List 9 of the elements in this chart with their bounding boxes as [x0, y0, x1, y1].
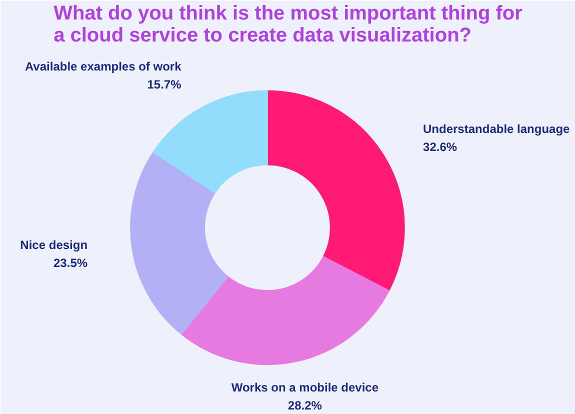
slice-label: Works on a mobile device: [231, 380, 379, 395]
data-label: 15.7%: [147, 78, 182, 92]
slice-label: Available examples of work: [24, 59, 182, 74]
data-label: 23.5%: [54, 256, 88, 270]
slice-label: Nice design: [20, 238, 88, 252]
data-label: 28.2%: [288, 398, 322, 413]
data-label: 32.6%: [423, 140, 458, 154]
chart-title: What do you think is the most important thing for a cloud service to create data visualization?: [54, 2, 523, 46]
slice-label: Understandable language: [423, 122, 570, 136]
